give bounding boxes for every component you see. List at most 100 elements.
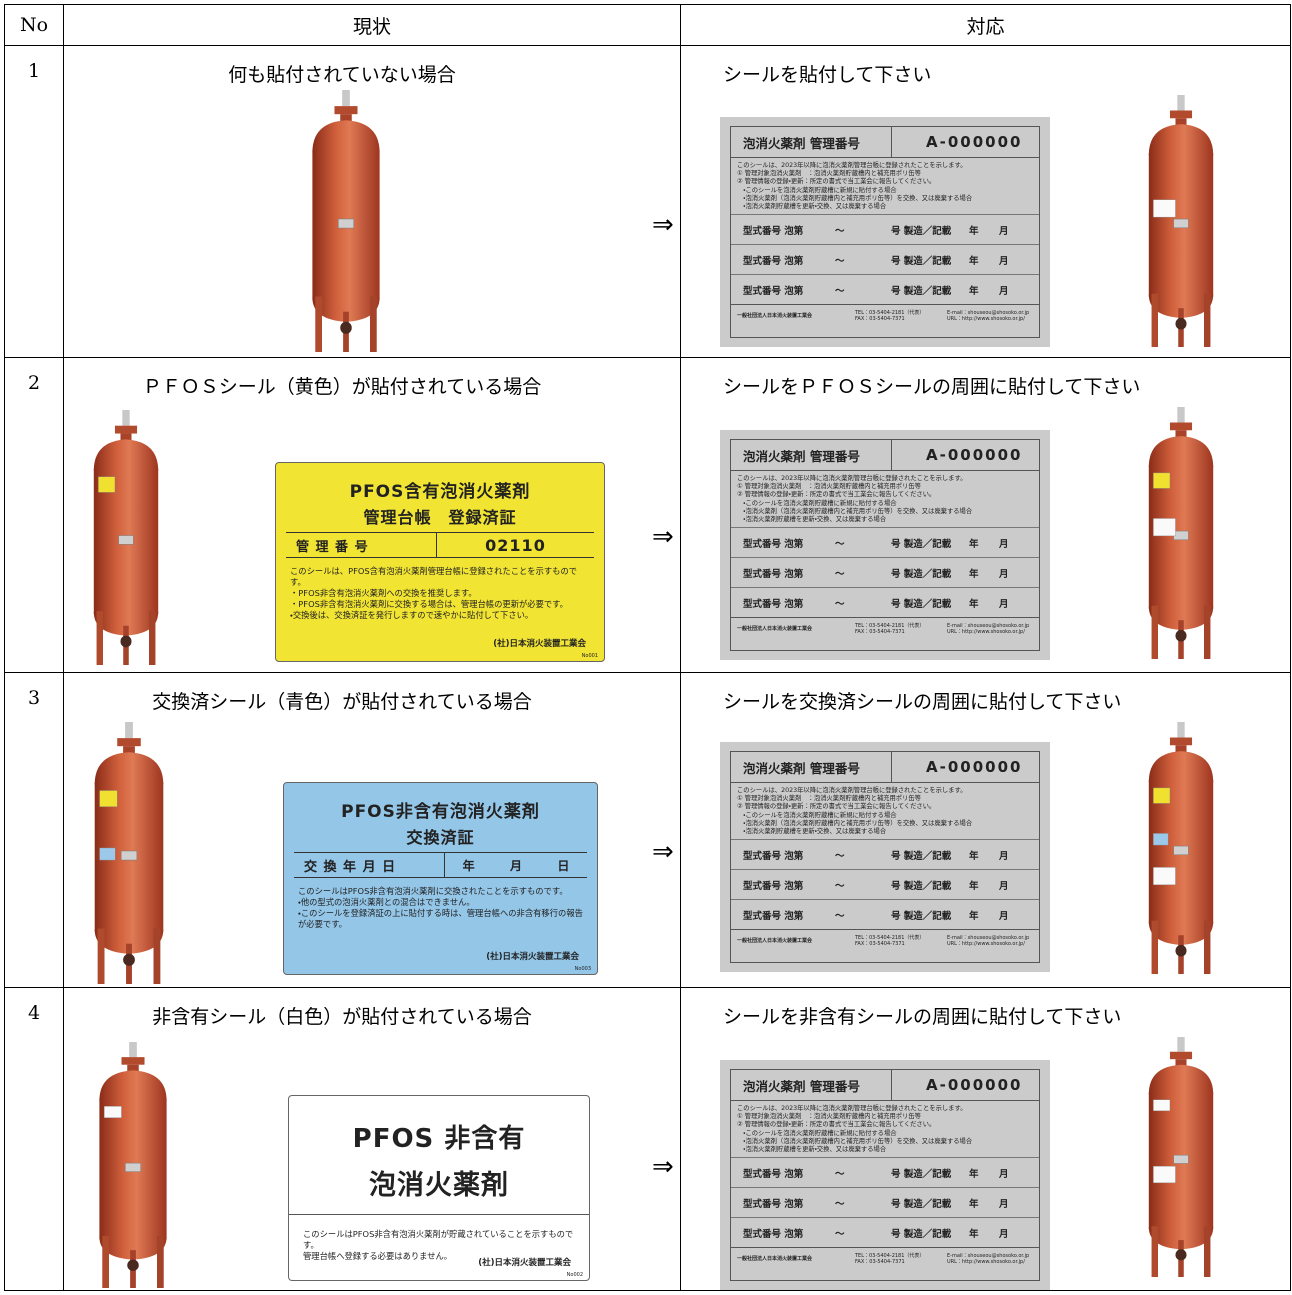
seal-line: ② 管理情報の登録・更新：所定の書式で当工業会に報告してください。: [737, 178, 936, 186]
seal-line: ・泡消火薬剤（泡消火薬剤貯蔵槽内と補充用ポリ缶等）を交換、又は廃棄する場合: [737, 1137, 973, 1145]
seal-line: ・このシールを泡消火薬剤貯蔵槽に新規に貼付する場合: [737, 499, 897, 507]
footer-web: E-mail：shouseou@shosoko.or.jp URL：http://…: [947, 623, 1029, 636]
seal-issuer: (社)日本消火装置工業会: [493, 639, 586, 649]
seal-line: ① 管理対象泡消火薬剤 ：泡消火薬剤貯蔵槽内と補充用ポリ缶等: [737, 1113, 921, 1121]
footer-mail: E-mail：shouseou@shosoko.or.jp: [947, 622, 1030, 629]
seal-text: このシールは、2023年以降に泡消火薬剤管理台帳に登録されたことを示します。 ① …: [731, 783, 1039, 839]
record-tilde: ～: [835, 225, 845, 237]
record-made: 号 製造／記載: [891, 1168, 952, 1180]
footer-org: 一般社団法人日本消火装置工業会: [737, 625, 813, 632]
seal-line: ・泡消火薬剤貯蔵槽を更新・交換、又は廃棄する場合: [737, 203, 887, 211]
tank: [94, 722, 164, 984]
record-month: 月: [999, 910, 1009, 922]
seal-line: ・泡消火薬剤（泡消火薬剤貯蔵槽内と補充用ポリ缶等）を交換、又は廃棄する場合: [737, 194, 973, 202]
footer-tel: TEL：03-5404-2181（代表）: [855, 1252, 925, 1259]
footer-tel: TEL：03-5404-2181（代表）: [855, 934, 925, 941]
seal-line: このシールは、2023年以降に泡消火薬剤管理台帳に登録されたことを示します。: [737, 787, 967, 794]
pfos-seal: PFOS含有泡消火薬剤 管理台帳 登録済証管 理 番 号 02110 このシールは、P…: [275, 462, 605, 662]
record-year: 年: [969, 1168, 979, 1180]
footer-contact: TEL：03-5404-2181（代表） FAX：03-5404-7371: [855, 935, 947, 948]
tank-sticker: [1153, 1166, 1176, 1184]
record-tilde: ～: [835, 538, 845, 550]
seal-line: このシールは、2023年以降に泡消火薬剤管理台帳に登録されたことを示します。: [737, 162, 967, 169]
tank-sticker: [104, 1106, 122, 1118]
record-month: 月: [999, 880, 1009, 892]
record-tilde: ～: [835, 1228, 845, 1240]
footer-org: 一般社団法人日本消火装置工業会: [737, 937, 813, 944]
tank: [1148, 722, 1214, 974]
tank-sticker: [99, 847, 116, 861]
seal-title: 泡消火薬剤 管理番号: [731, 1070, 892, 1100]
footer-url: URL：http://www.shosoko.or.jp/: [947, 1259, 1025, 1266]
record-model: 型式番号 泡第: [743, 1228, 804, 1240]
row-number: 4: [4, 987, 64, 1291]
record-model: 型式番号 泡第: [743, 880, 804, 892]
record-month: 月: [999, 255, 1009, 267]
seal-number: A-000000: [926, 446, 1023, 464]
record-model: 型式番号 泡第: [743, 598, 804, 610]
seal-field: 交 換 年 月 日: [294, 853, 445, 877]
record-row: 型式番号 泡第 ～ 号 製造／記載 年 月: [731, 587, 1039, 617]
seal-title: PFOS 非含有: [352, 1124, 526, 1154]
registration-seal: 泡消火薬剤 管理番号 A-000000 このシールは、2023年以降に泡消火薬剤管…: [720, 742, 1050, 972]
row-number: 2: [4, 357, 64, 673]
seal-line: ① 管理対象泡消火薬剤 ：泡消火薬剤貯蔵槽内と補充用ポリ缶等: [737, 795, 921, 803]
record-made: 号 製造／記載: [891, 285, 952, 297]
seal-number: A-000000: [926, 1076, 1023, 1094]
header-row: No 現状 対応: [4, 4, 1291, 46]
seal-issuer: (社)日本消火装置工業会: [478, 1258, 571, 1268]
record-month: 月: [999, 285, 1009, 297]
seal-line: ・PFOS非含有泡消火薬剤への交換を推奨します。: [290, 588, 477, 598]
record-month: 月: [999, 1228, 1009, 1240]
seal-code: No003: [574, 966, 591, 972]
record-model: 型式番号 泡第: [743, 1168, 804, 1180]
tank: [99, 1042, 167, 1288]
seal-line: ・このシールを泡消火薬剤貯蔵槽に新規に貼付する場合: [737, 186, 897, 194]
seal-footer: 一般社団法人日本消火装置工業会 TEL：03-5404-2181（代表） FAX：0…: [731, 304, 1039, 327]
seal-line: ・このシールを泡消火薬剤貯蔵槽に新規に貼付する場合: [737, 811, 897, 819]
seal-line: ② 管理情報の登録・更新：所定の書式で当工業会に報告してください。: [737, 491, 936, 499]
record-model: 型式番号 泡第: [743, 850, 804, 862]
row: 3 交換済シール（青色）が貼付されている場合 シールを交換済シールの周囲に貼付して下…: [4, 672, 1291, 988]
registration-seal: 泡消火薬剤 管理番号 A-000000 このシールは、2023年以降に泡消火薬剤管…: [720, 117, 1050, 347]
seal-text: このシールはPFOS非含有泡消火薬剤が貯蔵されていることを示すものです。 管理台帳…: [289, 1229, 589, 1262]
tank-sticker: [1153, 518, 1176, 537]
record-row: 型式番号 泡第 ～ 号 製造／記載 年 月: [731, 527, 1039, 557]
header-no: No: [4, 4, 64, 46]
record-row: 型式番号 泡第 ～ 号 製造／記載 年 月: [731, 244, 1039, 274]
record-made: 号 製造／記載: [891, 255, 952, 267]
footer-fax: FAX：03-5404-7371: [855, 1259, 905, 1266]
seal-subtitle: 交換済証: [406, 828, 475, 847]
record-year: 年: [969, 910, 979, 922]
tank-sticker: [1153, 833, 1169, 846]
record-row: 型式番号 泡第 ～ 号 製造／記載 年 月: [731, 839, 1039, 869]
seal-line: ・このシールを泡消火薬剤貯蔵槽に新規に貼付する場合: [737, 1129, 897, 1137]
footer-tel: TEL：03-5404-2181（代表）: [855, 309, 925, 316]
record-tilde: ～: [835, 880, 845, 892]
record-model: 型式番号 泡第: [743, 910, 804, 922]
seal-line: ・他の型式の泡消火薬剤との混合はできません。: [298, 897, 475, 907]
footer-mail: E-mail：shouseou@shosoko.or.jp: [947, 934, 1030, 941]
seal-title: PFOS非含有泡消火薬剤: [341, 802, 540, 822]
seal-line: ・交換後は、交換済証を発行しますので速やかに貼付して下さい。: [290, 610, 534, 620]
seal-line: このシールはPFOS非含有泡消火薬剤が貯蔵されていることを示すものです。: [303, 1229, 574, 1250]
tank-sticker: [1153, 1099, 1171, 1112]
record-year: 年: [969, 880, 979, 892]
record-made: 号 製造／記載: [891, 880, 952, 892]
footer-mail: E-mail：shouseou@shosoko.or.jp: [947, 1252, 1030, 1259]
record-tilde: ～: [835, 598, 845, 610]
seal-line: ・泡消火薬剤貯蔵槽を更新・交換、又は廃棄する場合: [737, 1146, 887, 1154]
date-unit: 月: [509, 858, 522, 873]
record-year: 年: [969, 850, 979, 862]
footer-web: E-mail：shouseou@shosoko.or.jp URL：http://…: [947, 310, 1029, 323]
action-text: シールをＰＦＯＳシールの周囲に貼付して下さい: [723, 376, 1141, 398]
record-year: 年: [969, 568, 979, 580]
current-text: 何も貼付されていない場合: [228, 64, 456, 86]
header-current: 現状: [63, 4, 681, 46]
header-action: 対応: [680, 4, 1291, 46]
seal-number: A-000000: [926, 758, 1023, 776]
footer-org: 一般社団法人日本消火装置工業会: [737, 1255, 813, 1262]
tank: [1148, 1037, 1214, 1277]
seal-code: No001: [581, 653, 598, 659]
